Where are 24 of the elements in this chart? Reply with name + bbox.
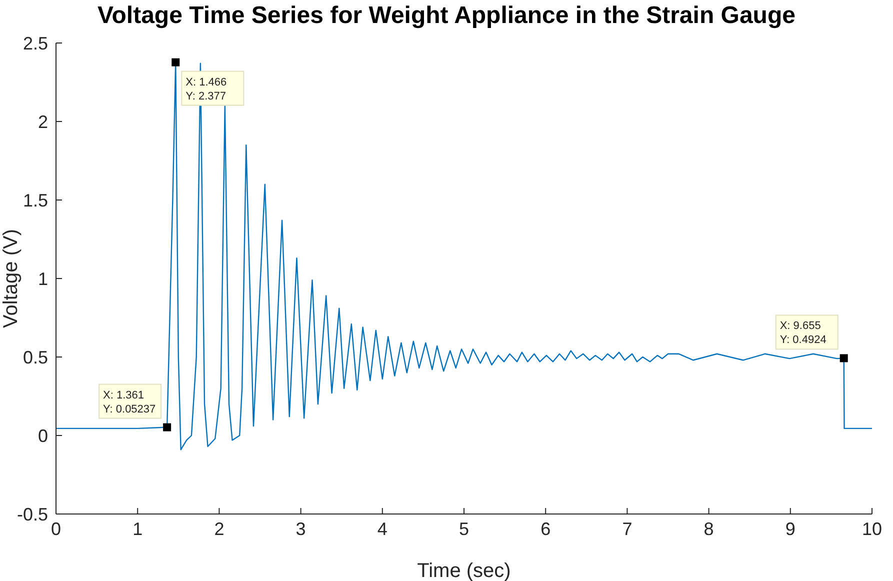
y-tick-label: 0: [38, 426, 48, 446]
annotation: X: 1.361 Y: 0.05237: [103, 389, 156, 416]
x-tick-label: 6: [540, 518, 551, 539]
x-tick-label: 8: [704, 518, 714, 539]
x-tick-label: 9: [785, 518, 796, 539]
x-tick-label: 2: [214, 518, 224, 539]
x-tick-label: 5: [458, 518, 470, 539]
y-tick-label: 1.5: [22, 190, 48, 210]
x-tick-label: 4: [377, 518, 388, 539]
x-tick-label: 1: [132, 518, 143, 539]
x-axis-title: Time (sec): [417, 560, 511, 581]
x-tick-label: 7: [622, 518, 632, 539]
y-tick-label: -0.5: [16, 504, 48, 524]
y-tick-label: 2.5: [22, 33, 48, 54]
chart-title: Voltage Time Series for Weight Appliance in the Strain Gauge: [96, 2, 796, 30]
x-tick-label: 0: [50, 518, 62, 539]
y-tick-label: 0.5: [22, 347, 48, 368]
x-tick-label: 10: [862, 518, 882, 539]
y-tick-label: 1: [38, 268, 48, 289]
x-tick-label: 3: [296, 518, 306, 539]
y-tick-label: 2: [38, 112, 48, 132]
annotation: X: 9.655 Y: 0.4924: [780, 320, 826, 346]
annotation: X: 1.466 Y: 2.377: [186, 76, 227, 102]
y-axis-title: Voltage (V): [0, 229, 22, 328]
